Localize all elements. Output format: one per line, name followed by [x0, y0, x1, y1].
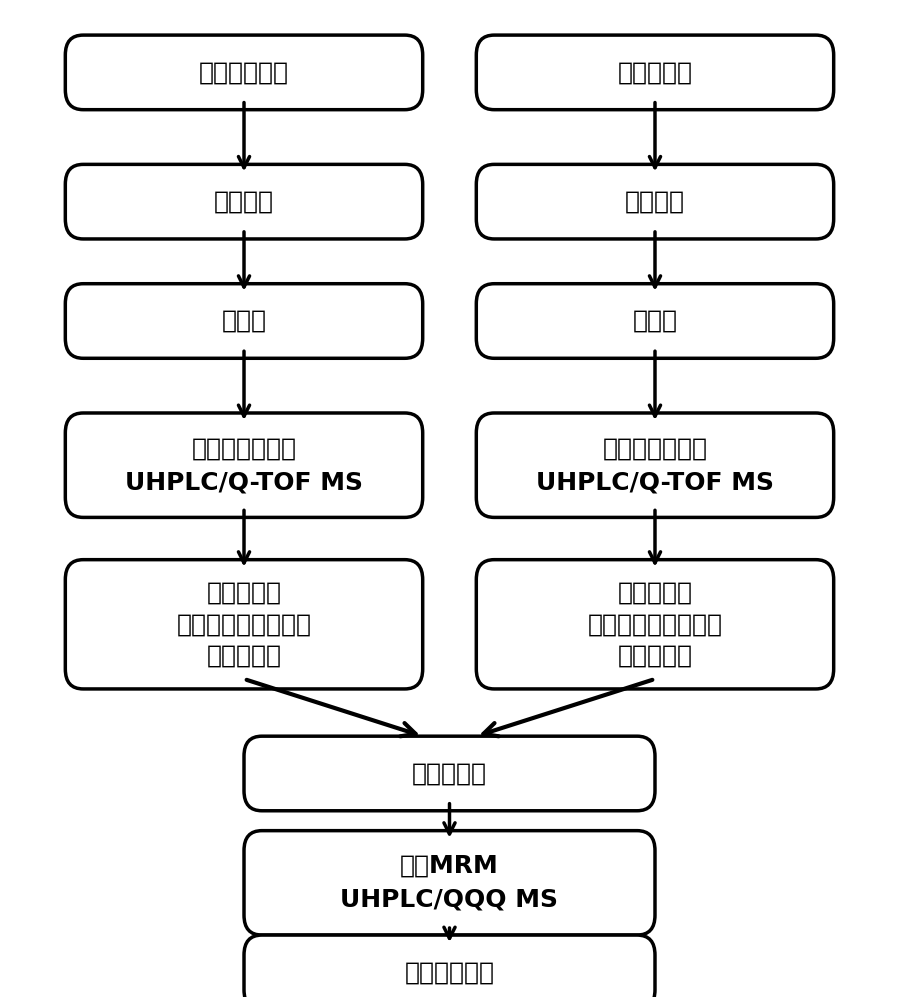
Text: 保留时间）: 保留时间）	[618, 644, 692, 668]
Text: 非靶标二级质谱: 非靶标二级质谱	[602, 436, 708, 460]
Text: UHPLC/QQQ MS: UHPLC/QQQ MS	[341, 888, 558, 912]
Text: 去蛋白: 去蛋白	[221, 309, 266, 333]
Text: 血清样本分析: 血清样本分析	[405, 960, 494, 984]
FancyBboxPatch shape	[476, 284, 833, 358]
Text: UHPLC/Q-TOF MS: UHPLC/Q-TOF MS	[536, 470, 774, 494]
FancyBboxPatch shape	[66, 35, 423, 110]
Text: 动态MRM: 动态MRM	[400, 854, 499, 878]
Text: 离子对整合: 离子对整合	[412, 761, 487, 785]
Text: 保留时间）: 保留时间）	[207, 644, 281, 668]
FancyBboxPatch shape	[244, 935, 655, 1000]
Text: 合并血清: 合并血清	[214, 190, 274, 214]
Text: 离子对选择: 离子对选择	[207, 581, 281, 605]
FancyBboxPatch shape	[244, 736, 655, 811]
Text: （母离子，子离子，: （母离子，子离子，	[587, 612, 723, 636]
FancyBboxPatch shape	[66, 413, 423, 517]
Text: UHPLC/Q-TOF MS: UHPLC/Q-TOF MS	[125, 470, 363, 494]
FancyBboxPatch shape	[476, 560, 833, 689]
FancyBboxPatch shape	[66, 164, 423, 239]
FancyBboxPatch shape	[244, 831, 655, 935]
FancyBboxPatch shape	[66, 560, 423, 689]
Text: 离子对选择: 离子对选择	[618, 581, 692, 605]
FancyBboxPatch shape	[476, 413, 833, 517]
Text: （母离子，子离子，: （母离子，子离子，	[176, 612, 312, 636]
FancyBboxPatch shape	[66, 284, 423, 358]
Text: 合并血清: 合并血清	[625, 190, 685, 214]
Text: 健康人血清: 健康人血清	[618, 60, 692, 84]
Text: 肝癌病人血清: 肝癌病人血清	[199, 60, 289, 84]
FancyBboxPatch shape	[476, 164, 833, 239]
FancyBboxPatch shape	[476, 35, 833, 110]
Text: 非靶标二级质谱: 非靶标二级质谱	[191, 436, 297, 460]
Text: 去蛋白: 去蛋白	[633, 309, 678, 333]
